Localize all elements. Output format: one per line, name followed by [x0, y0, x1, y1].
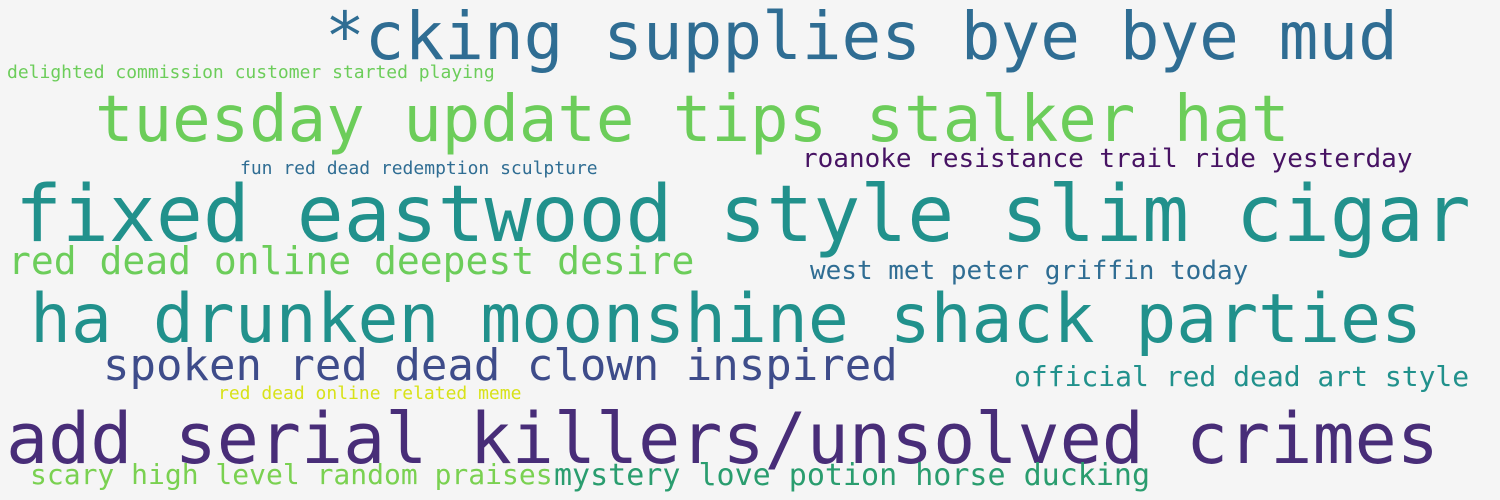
phrase-red-dead-meme: red dead online related meme [218, 383, 522, 404]
phrase-fixed-eastwood: fixed eastwood style slim cigar [15, 170, 1471, 260]
phrase-delighted-commission: delighted commission customer started pl… [7, 62, 495, 83]
phrase-red-dead-online-desire: red dead online deepest desire [8, 239, 695, 283]
phrase-tuesday-update: tuesday update tips stalker hat [95, 83, 1290, 157]
phrase-ha-drunken: ha drunken moonshine shack parties [30, 280, 1422, 359]
phrase-spoken-red-dead: spoken red dead clown inspired [103, 340, 898, 391]
phrase-west-met-peter: west met peter griffin today [810, 256, 1249, 286]
phrase-scary-high-level: scary high level random praises [30, 458, 553, 491]
phrase-add-serial-killers: add serial killers/unsolved crimes [6, 398, 1439, 480]
phrase-fun-red-dead: fun red dead redemption sculpture [240, 158, 598, 179]
phrase-cking-supplies: *cking supplies bye bye mud [325, 0, 1398, 75]
phrase-mystery-love-potion: mystery love potion horse ducking [554, 458, 1151, 493]
phrase-roanoke-resistance: roanoke resistance trail ride yesterday [802, 144, 1413, 174]
phrase-official-red-dead: official red dead art style [1014, 360, 1470, 393]
